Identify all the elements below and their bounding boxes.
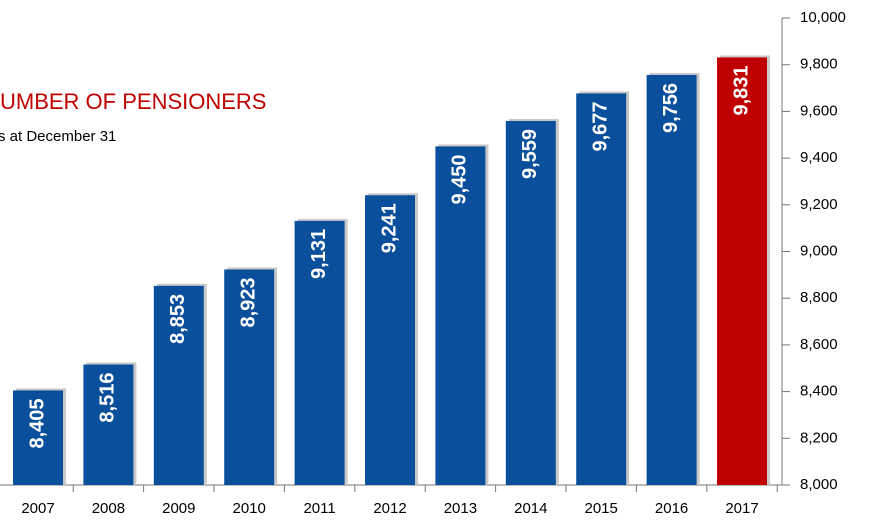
x-tick-label: 2016 xyxy=(655,500,688,517)
y-tick-label: 9,000 xyxy=(800,242,838,259)
y-tick-label: 9,800 xyxy=(800,56,838,73)
y-tick-label: 8,000 xyxy=(800,476,838,493)
chart-title: UMBER OF PENSIONERS xyxy=(0,89,266,114)
x-tick-label: 2017 xyxy=(725,500,758,517)
x-tick-label: 2012 xyxy=(373,500,406,517)
x-tick-label: 2008 xyxy=(92,500,125,517)
y-tick-label: 8,600 xyxy=(800,336,838,353)
y-tick-label: 8,400 xyxy=(800,383,838,400)
chart-subtitle: s at December 31 xyxy=(0,128,116,145)
bar xyxy=(13,390,63,485)
value-label: 9,450 xyxy=(449,154,471,204)
bar xyxy=(365,195,415,485)
value-label: 8,853 xyxy=(167,294,189,344)
y-tick-label: 9,400 xyxy=(800,149,838,166)
value-label: 9,131 xyxy=(308,229,330,279)
value-label: 8,923 xyxy=(237,277,259,327)
y-tick-label: 9,600 xyxy=(800,102,838,119)
y-tick-label: 8,200 xyxy=(800,429,838,446)
bar xyxy=(717,57,767,486)
x-tick-label: 2011 xyxy=(303,500,335,517)
value-label: 9,241 xyxy=(378,203,400,253)
value-label: 9,756 xyxy=(660,83,682,133)
value-label: 8,516 xyxy=(97,373,119,423)
x-tick-label: 2014 xyxy=(514,500,547,517)
value-label: 9,559 xyxy=(519,129,541,179)
x-tick-label: 2010 xyxy=(233,500,266,517)
x-tick-label: 2007 xyxy=(21,500,54,517)
value-label: 9,831 xyxy=(730,65,752,115)
y-tick-label: 10,000 xyxy=(800,9,846,26)
bar xyxy=(83,364,134,485)
bar xyxy=(224,269,275,485)
bar xyxy=(576,93,627,485)
bar xyxy=(153,285,204,485)
value-label: 8,405 xyxy=(26,398,48,448)
x-tick-label: 2013 xyxy=(444,500,477,517)
bar xyxy=(294,220,345,485)
bar xyxy=(505,120,556,485)
x-tick-label: 2009 xyxy=(162,500,195,517)
x-tick-label: 2015 xyxy=(585,500,618,517)
bar xyxy=(646,74,697,485)
bar xyxy=(435,146,486,486)
y-tick-label: 8,800 xyxy=(800,289,838,306)
value-label: 9,677 xyxy=(589,101,611,151)
y-tick-label: 9,200 xyxy=(800,196,838,213)
